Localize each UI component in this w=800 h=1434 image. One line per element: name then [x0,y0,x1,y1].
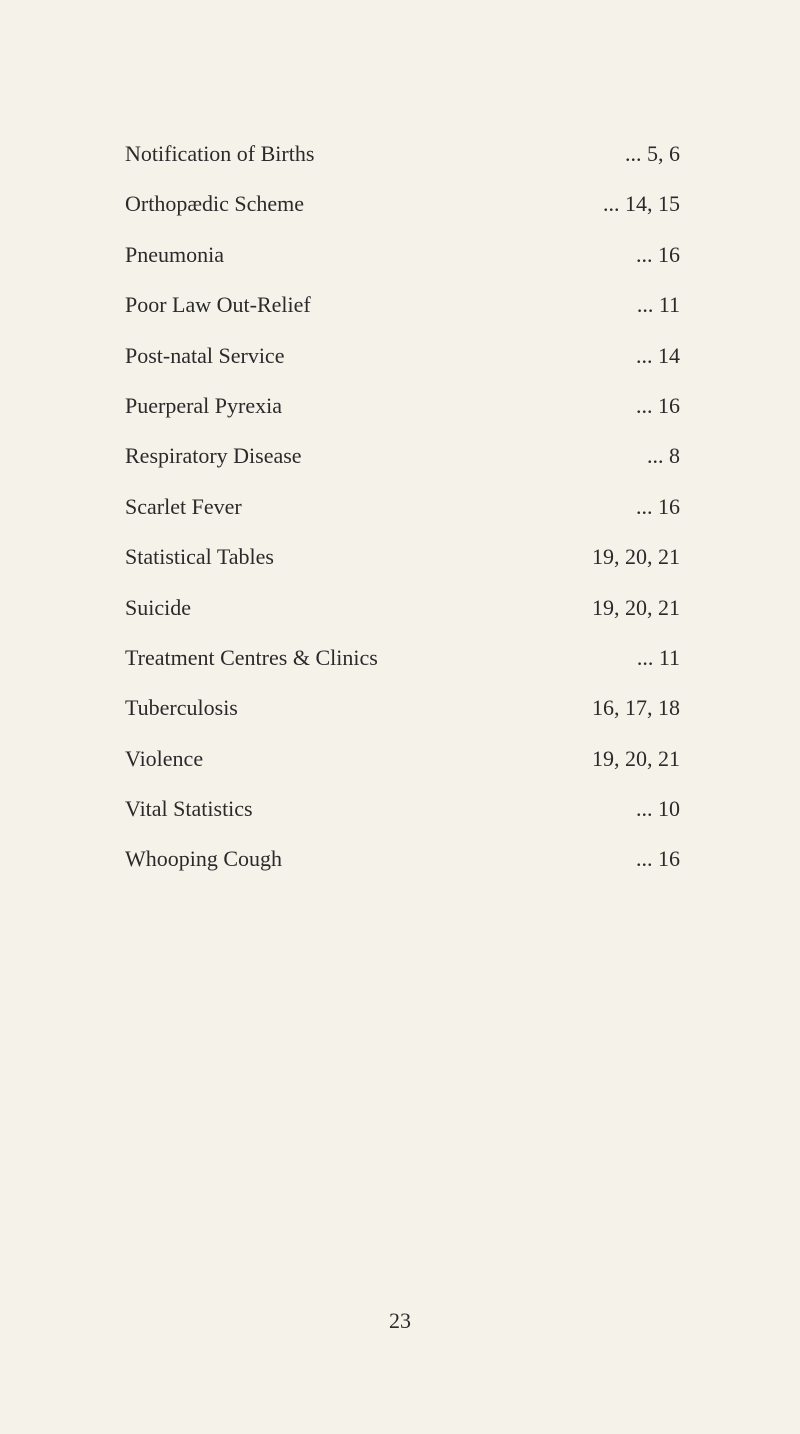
index-row: Orthopædic Scheme ... 14, 15 [125,185,680,222]
index-row: Puerperal Pyrexia ... 16 [125,387,680,424]
index-table: Notification of Births ... 5, 6 Orthopæd… [125,135,680,878]
index-label: Notification of Births [125,135,605,172]
index-row: Tuberculosis 16, 17, 18 [125,689,680,726]
index-row: Pneumonia ... 16 [125,236,680,273]
page-content: Notification of Births ... 5, 6 Orthopæd… [0,0,800,878]
index-pages: ... 14, 15 [583,185,680,222]
index-label: Suicide [125,589,572,626]
index-row: Vital Statistics ... 10 [125,790,680,827]
index-pages: ... 10 [616,790,680,827]
index-label: Respiratory Disease [125,437,627,474]
index-pages: 19, 20, 21 [572,538,680,575]
index-label: Puerperal Pyrexia [125,387,616,424]
index-pages: 19, 20, 21 [572,589,680,626]
index-label: Poor Law Out-Relief [125,286,617,323]
index-row: Post-natal Service ... 14 [125,337,680,374]
index-label: Scarlet Fever [125,488,616,525]
index-row: Treatment Centres & Clinics ... 11 [125,639,680,676]
index-pages: ... 16 [616,840,680,877]
index-pages: ... 5, 6 [605,135,680,172]
index-pages: ... 16 [616,236,680,273]
index-row: Poor Law Out-Relief ... 11 [125,286,680,323]
index-label: Treatment Centres & Clinics [125,639,617,676]
index-pages: ... 11 [617,286,680,323]
index-pages: 16, 17, 18 [572,689,680,726]
index-pages: ... 16 [616,488,680,525]
index-pages: ... 8 [627,437,680,474]
index-row: Suicide 19, 20, 21 [125,589,680,626]
index-label: Statistical Tables [125,538,572,575]
index-row: Whooping Cough ... 16 [125,840,680,877]
index-row: Violence 19, 20, 21 [125,740,680,777]
index-row: Scarlet Fever ... 16 [125,488,680,525]
index-label: Tuberculosis [125,689,572,726]
index-label: Violence [125,740,572,777]
page-number: 23 [389,1308,411,1334]
index-label: Orthopædic Scheme [125,185,583,222]
index-row: Respiratory Disease ... 8 [125,437,680,474]
index-pages: 19, 20, 21 [572,740,680,777]
index-row: Notification of Births ... 5, 6 [125,135,680,172]
index-pages: ... 11 [617,639,680,676]
index-label: Pneumonia [125,236,616,273]
index-pages: ... 16 [616,387,680,424]
index-row: Statistical Tables 19, 20, 21 [125,538,680,575]
index-label: Whooping Cough [125,840,616,877]
index-label: Vital Statistics [125,790,616,827]
index-label: Post-natal Service [125,337,616,374]
index-pages: ... 14 [616,337,680,374]
